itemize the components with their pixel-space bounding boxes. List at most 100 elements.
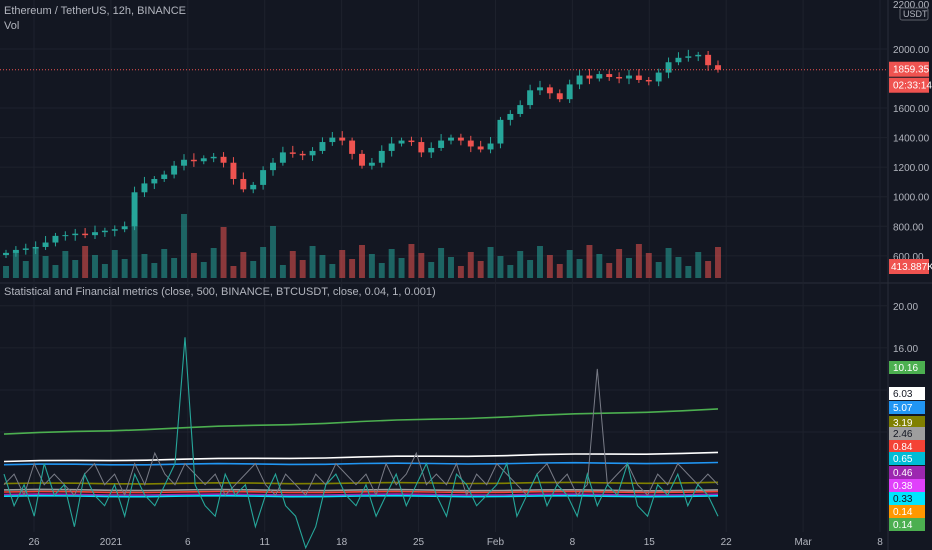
price-tick-label: 1400.00 xyxy=(893,134,930,145)
candle-body xyxy=(62,235,69,237)
volume-bar xyxy=(250,261,257,278)
symbol-title: Ethereum / TetherUS, 12h, BINANCE xyxy=(4,5,186,17)
indicator-lines xyxy=(0,69,888,550)
candle-body xyxy=(52,235,59,243)
volume-bar xyxy=(101,264,108,278)
volume-bar xyxy=(665,248,672,278)
candle-body xyxy=(626,75,632,79)
volume-bar xyxy=(52,265,59,278)
volume-bar xyxy=(270,226,276,278)
volume-bar xyxy=(299,260,306,278)
candle-body xyxy=(141,183,148,193)
volume-bar xyxy=(675,257,682,278)
volume-bar xyxy=(200,262,207,278)
candle-body xyxy=(487,143,494,150)
volume-bar xyxy=(82,246,89,278)
volume-bar xyxy=(398,258,405,278)
candle-body xyxy=(675,57,682,63)
candle-body xyxy=(527,90,534,106)
volume-bar xyxy=(507,265,514,278)
x-tick-label: 25 xyxy=(413,537,425,548)
volume-bar xyxy=(418,253,425,278)
volume-bar xyxy=(517,251,524,278)
candle-body xyxy=(181,159,187,166)
volume-tag xyxy=(889,259,929,274)
candle-body xyxy=(457,137,464,141)
candle-body xyxy=(517,105,524,114)
candle-body xyxy=(645,79,652,82)
volume-bar xyxy=(645,253,652,278)
candle-body xyxy=(477,146,484,150)
candle-body xyxy=(606,74,613,78)
candle-body xyxy=(22,248,29,250)
x-tick-label: 8 xyxy=(570,537,576,548)
candle-body xyxy=(299,153,306,156)
currency-label: USDT xyxy=(903,9,928,19)
x-tick-label: 6 xyxy=(185,537,191,548)
indicator-value-tag xyxy=(889,479,925,492)
price-label: 1859.35 xyxy=(893,65,930,76)
indicator-gray-line xyxy=(3,368,719,497)
indicator-value-tag xyxy=(889,505,925,518)
x-tick-label: Feb xyxy=(487,537,505,548)
indicator-value-label: 0.14 xyxy=(893,520,913,531)
candle-body xyxy=(319,142,326,151)
candle-body xyxy=(151,178,158,184)
indicator-value-tag xyxy=(889,401,925,414)
indicator-flat-line xyxy=(3,461,719,466)
volume-bar xyxy=(131,215,138,278)
x-tick-label: 8 xyxy=(877,537,883,548)
price-tick-label: 1000.00 xyxy=(893,193,930,204)
price-tick-label: 1200.00 xyxy=(893,163,930,174)
volume-bar xyxy=(408,244,415,278)
candle-body xyxy=(72,233,79,236)
candle-body xyxy=(398,140,405,144)
indicator-title: Statistical and Financial metrics (close… xyxy=(4,286,436,298)
candle-body xyxy=(220,156,227,163)
candle-body xyxy=(566,84,573,100)
indicator-value-label: 0.46 xyxy=(893,468,913,479)
volume-bar xyxy=(655,262,662,278)
countdown-tag xyxy=(889,77,929,93)
candle-body xyxy=(82,233,89,236)
candle-body xyxy=(12,249,19,253)
volume-bar xyxy=(537,246,543,278)
candle-body xyxy=(438,140,445,148)
indicator-flat-line xyxy=(3,408,719,435)
indicator-flat-line xyxy=(3,488,719,492)
volume-bar xyxy=(220,227,227,278)
volume-bar xyxy=(279,265,286,278)
indicator-value-label: 0.14 xyxy=(893,507,913,518)
volume-bar xyxy=(428,262,435,278)
indicator-tick-label: 16.00 xyxy=(893,344,918,355)
candle-body xyxy=(101,230,108,233)
volume-bar xyxy=(546,255,553,278)
candle-body xyxy=(32,246,39,249)
indicator-value-label: 0.38 xyxy=(893,481,913,492)
price-tick-label: 2200.00 xyxy=(893,0,930,11)
indicator-value-tag xyxy=(889,440,925,453)
candle-body xyxy=(715,65,721,70)
volume-bar xyxy=(62,251,69,278)
candle-body xyxy=(270,162,276,171)
candle-body xyxy=(616,77,623,79)
countdown-label: 02:33:14 xyxy=(893,81,932,92)
candle-body xyxy=(378,150,385,163)
volume-bar xyxy=(705,261,712,278)
value-tags: 1859.35 02:33:14 413.887K 10.16 6.03 5.07 3.19… xyxy=(889,61,932,531)
volume-bar xyxy=(477,261,484,278)
candle-body xyxy=(695,54,702,57)
volume-bar xyxy=(487,247,494,278)
volume-bar xyxy=(685,266,692,278)
price-tag xyxy=(889,61,929,77)
x-tick-label: 2021 xyxy=(100,537,123,548)
volume-bar xyxy=(497,256,504,278)
candle-body xyxy=(537,87,543,91)
currency-badge xyxy=(899,7,929,21)
volume-bar xyxy=(715,247,721,278)
volume-bar xyxy=(22,261,29,278)
indicator-value-label: 0.33 xyxy=(893,494,913,505)
volume-bar xyxy=(32,247,39,278)
candle-body xyxy=(556,93,563,100)
candle-body xyxy=(428,147,435,153)
